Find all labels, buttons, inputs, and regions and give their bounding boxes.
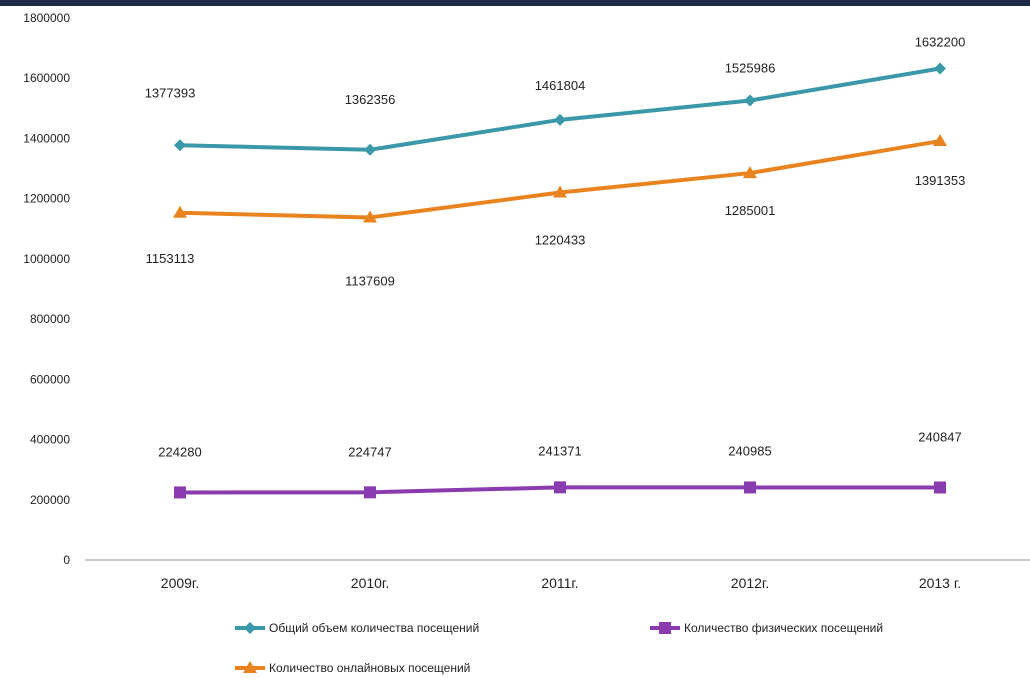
data-label: 1362356: [345, 92, 396, 107]
data-label: 1377393: [145, 85, 196, 100]
data-label: 1153113: [146, 251, 195, 266]
series-point: [934, 62, 946, 75]
top-border-strip: [0, 0, 1030, 6]
series-point: [934, 481, 946, 494]
series-point: [744, 94, 756, 107]
data-label: 1391353: [915, 173, 966, 188]
legend-label: Количество физических посещений: [684, 621, 883, 635]
series-point: [744, 481, 756, 494]
series-point: [173, 205, 187, 218]
data-label: 1285001: [725, 203, 776, 218]
data-label: 1137609: [345, 273, 395, 288]
series-point: [553, 185, 567, 198]
data-label: 1525986: [725, 61, 776, 76]
data-label: 224747: [348, 444, 391, 459]
y-tick-label: 600000: [30, 372, 70, 386]
data-label: 1461804: [535, 78, 586, 93]
y-tick-label: 400000: [30, 433, 70, 447]
y-tick-label: 800000: [30, 312, 70, 326]
y-tick-label: 1200000: [23, 192, 70, 206]
y-tick-label: 1000000: [23, 252, 70, 266]
y-tick-label: 0: [63, 553, 70, 567]
legend-label: Общий объем количества посещений: [269, 621, 479, 635]
legend-swatch-marker: [243, 661, 257, 673]
legend-label: Количество онлайновых посещений: [269, 661, 470, 675]
x-category-label: 2010г.: [351, 575, 389, 591]
x-category-label: 2012г.: [731, 575, 769, 591]
series-point: [174, 486, 186, 499]
legend-swatch-marker: [244, 622, 256, 634]
data-label: 241371: [538, 443, 581, 458]
series-point: [933, 134, 947, 147]
data-label: 240847: [918, 429, 961, 444]
data-label: 1632200: [915, 35, 966, 50]
series-point: [364, 486, 376, 499]
y-tick-label: 200000: [30, 493, 70, 507]
y-tick-label: 1400000: [23, 131, 70, 145]
y-tick-label: 1600000: [23, 71, 70, 85]
series-point: [743, 166, 757, 179]
data-label: 224280: [158, 444, 201, 459]
x-category-label: 2009г.: [161, 575, 199, 591]
series-point: [363, 210, 377, 223]
data-label: 1220433: [535, 233, 586, 248]
y-tick-label: 1800000: [23, 11, 70, 25]
x-category-label: 2013 г.: [919, 575, 961, 591]
series-point: [554, 113, 566, 126]
x-category-label: 2011г.: [541, 575, 578, 591]
series-point: [554, 481, 566, 494]
legend-swatch-marker: [659, 622, 671, 634]
series-point: [364, 143, 376, 156]
series-line: [179, 139, 941, 220]
data-label: 240985: [728, 443, 771, 458]
series-point: [174, 139, 186, 152]
